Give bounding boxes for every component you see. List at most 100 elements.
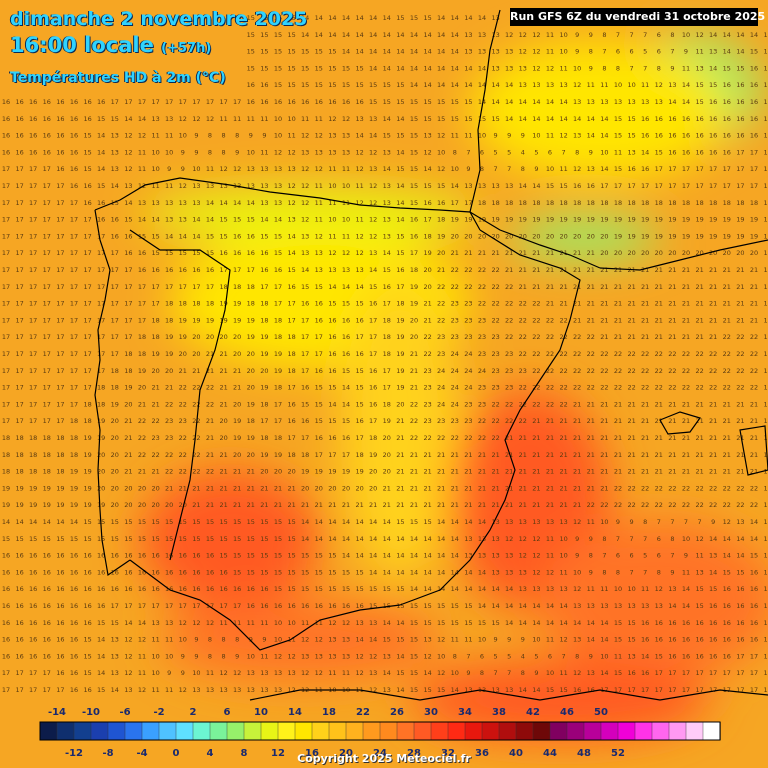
grid-value: 17 — [15, 300, 23, 308]
grid-value: 22 — [505, 333, 513, 341]
grid-value: 21 — [192, 501, 200, 509]
grid-value: 18 — [124, 350, 132, 358]
grid-value: 17 — [70, 333, 78, 341]
grid-value: 17 — [83, 266, 91, 274]
legend-bottom-labels: -12 -8 -4 0 4 8 12 16 20 24 28 32 36 40 44 48 52 — [65, 748, 625, 759]
grid-value: 20 — [151, 501, 159, 509]
legend-swatch — [124, 721, 143, 741]
grid-value: 21 — [641, 400, 649, 408]
grid-value: 11 — [165, 182, 173, 190]
grid-value: 12 — [192, 619, 200, 627]
grid-value: 21 — [505, 501, 513, 509]
grid-value: 16 — [315, 98, 323, 106]
grid-value: 16 — [355, 350, 363, 358]
grid-value: 21 — [532, 501, 540, 509]
grid-value: 21 — [328, 501, 336, 509]
grid-value: 15 — [274, 585, 282, 593]
grid-value: 11 — [260, 148, 268, 156]
grid-value: 13 — [260, 669, 268, 677]
grid-value: 22 — [519, 350, 527, 358]
grid-value: 19 — [15, 501, 23, 509]
grid-value: 19 — [668, 216, 676, 224]
grid-value: 21 — [655, 434, 663, 442]
grid-value: 5 — [534, 652, 538, 660]
grid-value: 21 — [573, 300, 581, 308]
forecast-date: dimanche 2 novembre 2025 — [10, 8, 308, 30]
grid-value: 17 — [15, 686, 23, 694]
legend-bottom-label: 40 — [509, 748, 523, 759]
grid-value: 17 — [29, 182, 37, 190]
grid-value: 17 — [70, 249, 78, 257]
grid-value: 15 — [383, 585, 391, 593]
grid-value: 15 — [396, 518, 404, 526]
grid-value: 12 — [695, 535, 703, 543]
grid-value: 15 — [179, 518, 187, 526]
grid-value: 16 — [763, 602, 768, 610]
grid-value: 16 — [165, 568, 173, 576]
grid-value: 22 — [532, 367, 540, 375]
legend-swatch — [260, 721, 279, 741]
grid-value: 14 — [342, 384, 350, 392]
grid-value: 11 — [546, 31, 554, 39]
grid-value: 15 — [301, 400, 309, 408]
grid-value: 15 — [423, 686, 431, 694]
grid-value: 17 — [763, 400, 768, 408]
grid-value: 16 — [410, 232, 418, 240]
grid-value: 15 — [478, 115, 486, 123]
grid-value: 17 — [56, 400, 64, 408]
grid-value: 20 — [451, 232, 459, 240]
grid-value: 12 — [124, 132, 132, 140]
grid-value: 12 — [233, 669, 241, 677]
grid-value: 17 — [627, 182, 635, 190]
grid-value: 21 — [478, 451, 486, 459]
grid-value: 17 — [15, 199, 23, 207]
grid-value: 21 — [695, 400, 703, 408]
grid-value: 21 — [478, 468, 486, 476]
grid-value: 22 — [451, 266, 459, 274]
grid-value: 22 — [655, 350, 663, 358]
grid-value: 16 — [709, 652, 717, 660]
grid-value: 21 — [559, 468, 567, 476]
grid-value: 12 — [369, 199, 377, 207]
grid-value: 21 — [695, 434, 703, 442]
grid-value: 16 — [369, 300, 377, 308]
grid-value: 13 — [219, 182, 227, 190]
grid-value: 18 — [641, 199, 649, 207]
grid-value: 21 — [573, 501, 581, 509]
grid-value: 16 — [655, 619, 663, 627]
grid-value: 17 — [43, 266, 51, 274]
grid-value: 21 — [546, 266, 554, 274]
grid-value: 21 — [709, 333, 717, 341]
grid-value: 17 — [219, 602, 227, 610]
grid-value: 21 — [410, 501, 418, 509]
grid-value: 13 — [627, 148, 635, 156]
grid-value: 16 — [301, 300, 309, 308]
grid-value: 18 — [355, 451, 363, 459]
grid-value: 15 — [437, 182, 445, 190]
grid-value: 14 — [43, 518, 51, 526]
grid-value: 22 — [682, 484, 690, 492]
grid-value: 5 — [507, 652, 511, 660]
grid-value: 13 — [383, 232, 391, 240]
grid-value: 17 — [2, 367, 10, 375]
grid-value: 15 — [274, 31, 282, 39]
grid-value: 17 — [43, 165, 51, 173]
grid-value: 16 — [627, 669, 635, 677]
grid-value: 16 — [328, 434, 336, 442]
grid-value: 15 — [627, 636, 635, 644]
grid-value: 17 — [736, 669, 744, 677]
grid-value: 21 — [355, 501, 363, 509]
grid-value: 14 — [750, 535, 758, 543]
grid-value: 19 — [750, 232, 758, 240]
grid-value: 16 — [315, 316, 323, 324]
grid-value: 15 — [97, 182, 105, 190]
grid-value: 15 — [83, 132, 91, 140]
grid-value: 16 — [736, 619, 744, 627]
grid-value: 21 — [423, 468, 431, 476]
grid-value: 16 — [328, 602, 336, 610]
grid-value: 17 — [29, 266, 37, 274]
grid-value: 14 — [519, 686, 527, 694]
grid-value: 15 — [396, 14, 404, 22]
grid-value: 11 — [301, 115, 309, 123]
grid-value: 16 — [315, 367, 323, 375]
